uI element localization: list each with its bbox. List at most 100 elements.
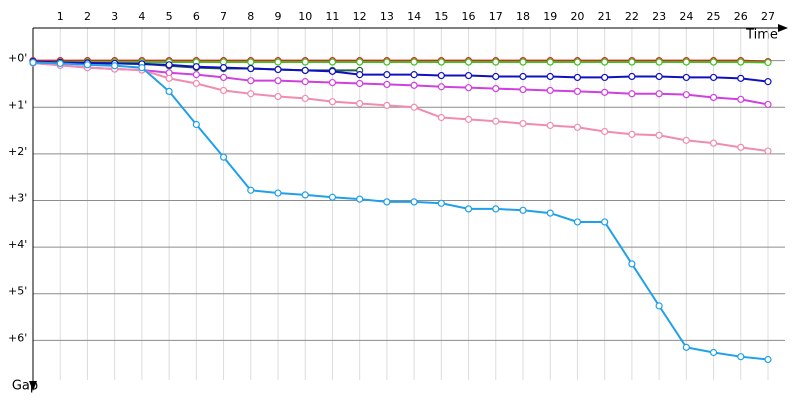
point (737, 353, 745, 361)
point (383, 101, 391, 109)
point (737, 58, 745, 66)
x-tick-label: 4 (138, 10, 145, 23)
point (492, 58, 500, 66)
y-tick-label: +4' (8, 238, 27, 251)
point (383, 80, 391, 89)
point (29, 58, 37, 67)
point (464, 58, 473, 66)
point (601, 58, 609, 66)
point (356, 79, 364, 88)
x-tick-label: 17 (489, 10, 503, 23)
point (138, 64, 146, 72)
point (83, 61, 92, 69)
series-line (33, 59, 769, 63)
point (682, 73, 690, 82)
y-tick-label: +0' (8, 52, 27, 65)
point (301, 78, 309, 86)
point (247, 58, 255, 66)
point (546, 58, 554, 66)
point (709, 93, 718, 102)
point (111, 62, 119, 70)
x-tick-label: 7 (220, 10, 227, 23)
y-tick-label: +3' (8, 192, 27, 205)
point (573, 73, 582, 82)
y-tick-label: +2' (8, 145, 27, 158)
point (247, 186, 255, 194)
x-tick-label: 11 (325, 10, 339, 23)
point (437, 199, 445, 207)
point (247, 64, 255, 73)
x-tick-label: 25 (707, 10, 721, 23)
point (410, 198, 418, 206)
point (437, 83, 445, 91)
point (356, 195, 364, 203)
point (464, 84, 473, 92)
point (628, 58, 636, 66)
series-line (32, 61, 769, 153)
x-tick-label: 9 (275, 10, 282, 23)
point (492, 205, 500, 213)
point (356, 58, 364, 66)
point (546, 86, 554, 95)
point (165, 74, 173, 82)
point (301, 58, 309, 66)
point (601, 127, 609, 136)
point (519, 119, 527, 128)
x-tick-label: 2 (84, 10, 91, 23)
point (274, 189, 282, 197)
point (764, 58, 772, 67)
point (492, 117, 500, 125)
point (737, 143, 745, 151)
point (192, 79, 200, 88)
point (247, 77, 255, 85)
point (219, 86, 228, 95)
x-tick-label: 14 (407, 10, 421, 23)
point (709, 73, 718, 82)
point (628, 260, 636, 268)
point (628, 90, 636, 98)
point (628, 72, 636, 81)
x-tick-label: 23 (652, 10, 666, 23)
point (682, 343, 690, 351)
x-tick-label: 26 (734, 10, 748, 23)
y-tick-label: +1' (8, 98, 27, 111)
point (764, 147, 772, 155)
x-tick-label: 5 (166, 10, 173, 23)
point (764, 100, 772, 109)
point (165, 61, 173, 69)
point (165, 87, 173, 96)
point (464, 71, 473, 80)
point (546, 121, 554, 130)
point (410, 81, 418, 89)
point (519, 58, 527, 66)
x-tick-label: 8 (247, 10, 254, 23)
x-tick-label: 24 (679, 10, 693, 23)
point (655, 131, 663, 139)
point (492, 72, 500, 81)
point (247, 90, 255, 98)
y-tick-label: +5' (8, 285, 27, 298)
x-tick-label: 19 (543, 10, 557, 23)
point (682, 136, 690, 144)
y-tick-label: +6' (8, 331, 27, 344)
point (682, 58, 690, 66)
x-tick-label: 21 (598, 10, 612, 23)
point (655, 302, 663, 310)
point (573, 123, 582, 131)
point (628, 130, 636, 138)
point (573, 87, 582, 96)
point (546, 72, 554, 81)
y-axis-arrow (29, 381, 37, 391)
point (219, 153, 228, 161)
x-tick-label: 18 (516, 10, 530, 23)
point (219, 64, 228, 72)
point (192, 71, 200, 79)
point (519, 206, 527, 214)
series-line (32, 60, 769, 83)
point (192, 120, 200, 129)
x-tick-label: 15 (434, 10, 448, 23)
x-tick-label: 1 (57, 10, 64, 23)
point (464, 205, 473, 213)
point (328, 67, 337, 75)
